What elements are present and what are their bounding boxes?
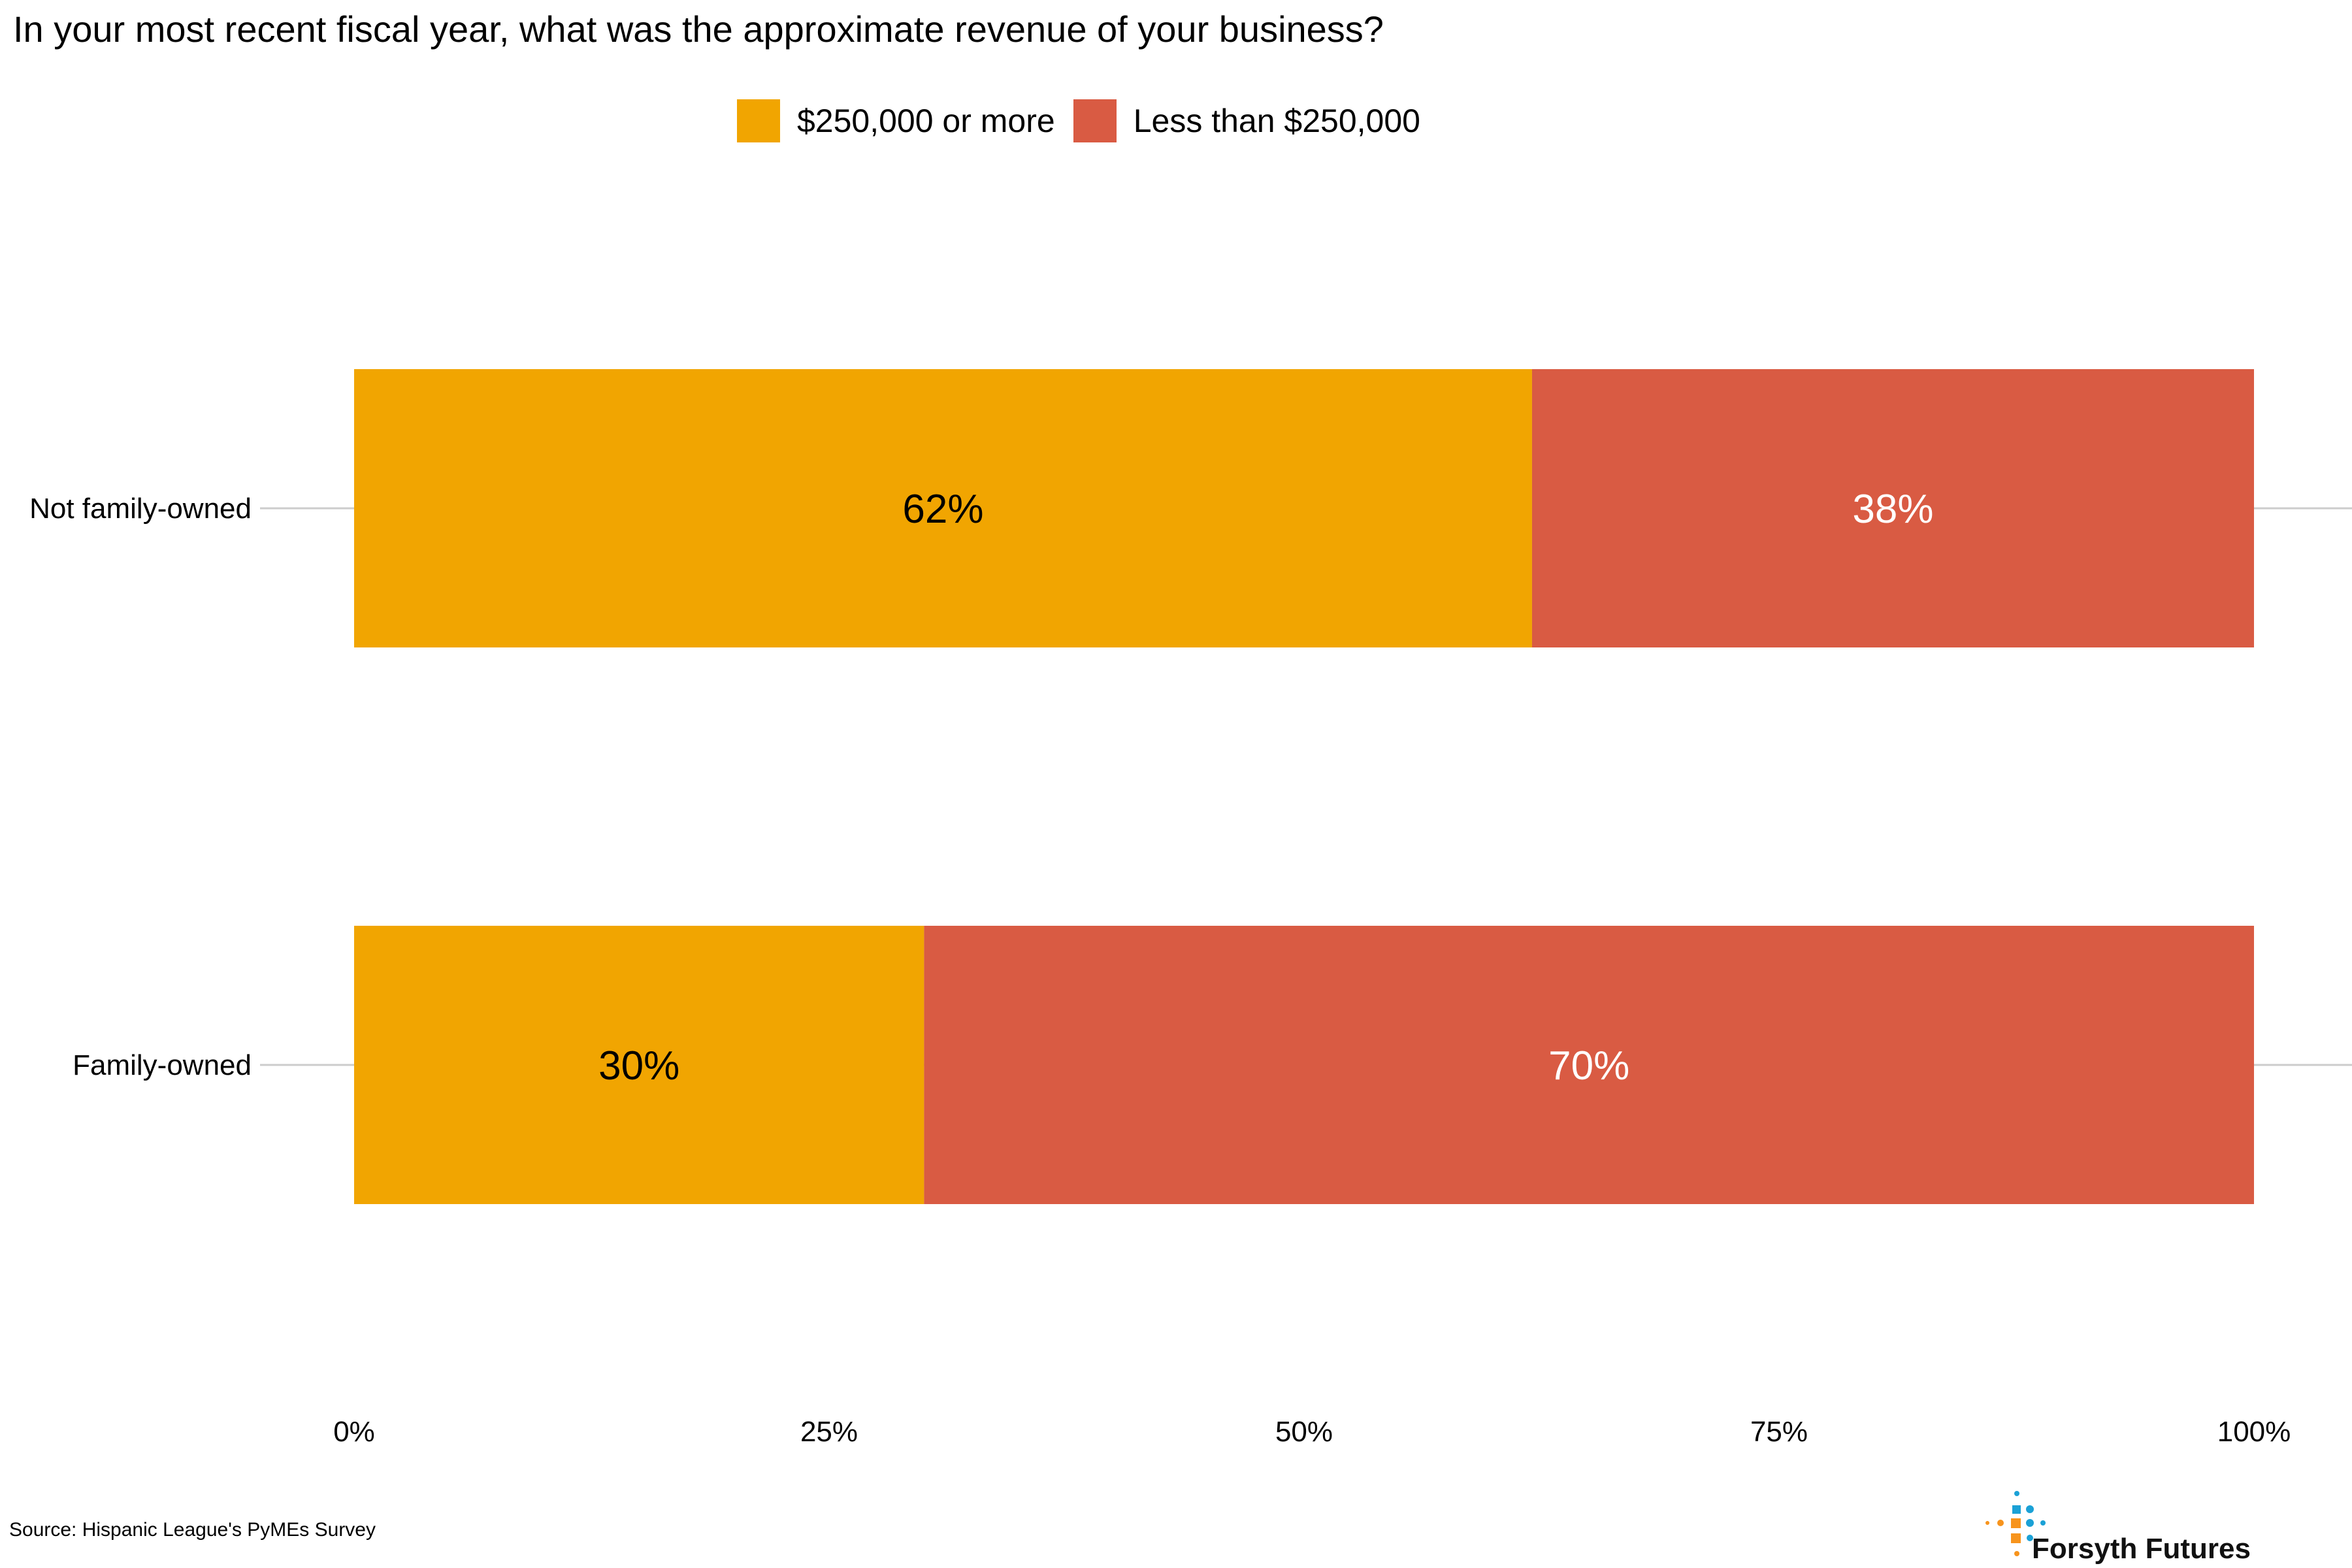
data-label-family-owned-less-than-250-000: 70% [1548, 1043, 1629, 1088]
data-label-not-family-owned-less-than-250-000: 38% [1852, 487, 1933, 532]
y-tick-label-not-family-owned: Not family-owned [29, 493, 252, 525]
x-tick-label-0: 0% [333, 1416, 375, 1448]
legend-swatch-250k-or-more [737, 99, 780, 142]
brand-name: Forsyth Futures [2032, 1533, 2251, 1565]
legend-item-less-than-250k: Less than $250,000 [1073, 99, 1420, 142]
data-label-not-family-owned-250-000-or-more: 62% [902, 487, 983, 532]
bar-not-family-owned-250-000-or-more [354, 369, 1532, 647]
bar-not-family-owned-less-than-250-000 [1531, 369, 2254, 647]
y-tick-label-family-owned: Family-owned [73, 1049, 252, 1081]
legend-item-250k-or-more: $250,000 or more [737, 99, 1055, 142]
brand-logo: Forsyth Futures [1980, 1483, 2287, 1568]
chart-title: In your most recent fiscal year, what wa… [13, 8, 1384, 50]
legend: $250,000 or more Less than $250,000 [737, 98, 1439, 144]
x-tick-label-75: 75% [1750, 1416, 1808, 1448]
legend-label-less-than-250k: Less than $250,000 [1133, 103, 1420, 139]
legend-swatch-less-than-250k [1073, 99, 1117, 142]
x-tick-label-100: 100% [2217, 1416, 2291, 1448]
logo-mark-icon [1985, 1491, 2046, 1556]
bar-family-owned-less-than-250-000 [924, 926, 2254, 1204]
bar-family-owned-250-000-or-more [354, 926, 924, 1204]
x-tick-label-25: 25% [800, 1416, 858, 1448]
source-note: Source: Hispanic League's PyMEs Survey [9, 1519, 376, 1541]
x-tick-label-50: 50% [1275, 1416, 1333, 1448]
legend-label-250k-or-more: $250,000 or more [797, 103, 1055, 139]
data-label-family-owned-250-000-or-more: 30% [598, 1043, 679, 1088]
